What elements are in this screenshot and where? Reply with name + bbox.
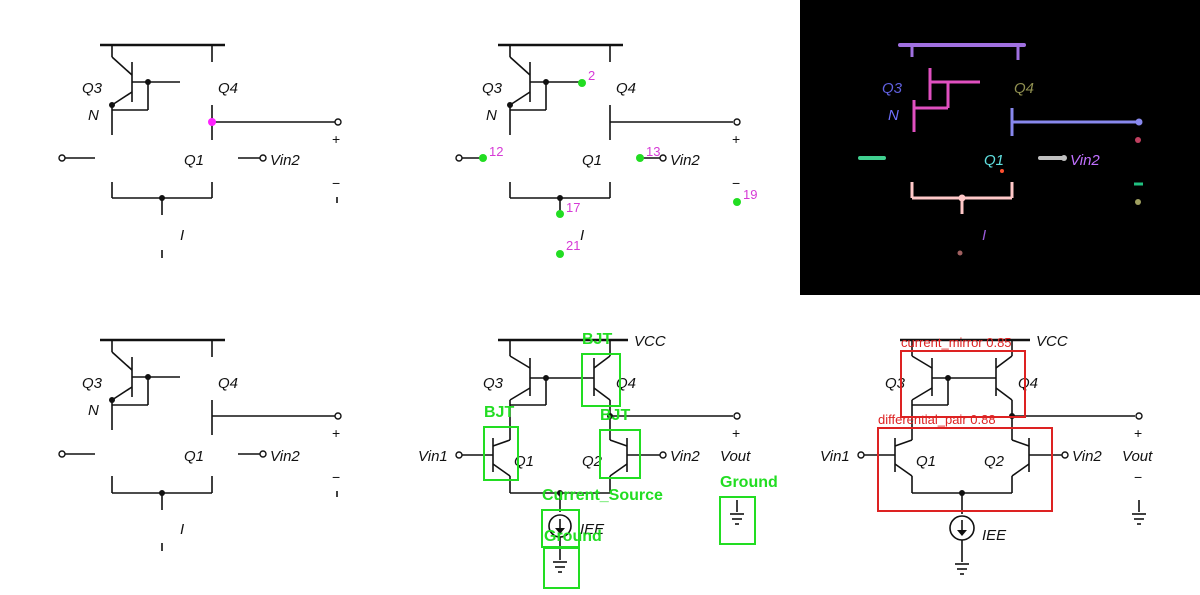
vin2-label: Vin2 — [1070, 152, 1100, 169]
q4-label: Q4 — [1018, 375, 1038, 392]
i-label: I — [180, 521, 184, 538]
plus-label: + — [1134, 425, 1142, 441]
panel-keypoints-top-middle: Q3 Q4 N Q1 Vin2 I + − 2 12 13 17 19 21 — [455, 43, 757, 258]
n-label: N — [88, 402, 99, 419]
q4-label: Q4 — [616, 375, 636, 392]
detection-label: BJT — [600, 407, 630, 424]
q4-label: Q4 — [218, 80, 238, 97]
vout-label: Vout — [720, 448, 751, 465]
detection-box-ground — [719, 496, 756, 545]
q4-label: Q4 — [1014, 80, 1034, 97]
q1-label: Q1 — [184, 448, 204, 465]
plus-label: + — [332, 425, 340, 441]
q3-label: Q3 — [82, 375, 103, 392]
keypoint-dot — [636, 154, 644, 162]
segmentation-background — [800, 0, 1200, 295]
detection-label: Ground — [544, 528, 602, 545]
i-label: I — [180, 227, 184, 244]
vin1-label: Vin1 — [418, 448, 448, 465]
minus-label: − — [332, 175, 340, 191]
detection-label: BJT — [484, 404, 514, 421]
vin2-label: Vin2 — [670, 152, 700, 169]
vin2-label: Vin2 — [1072, 448, 1102, 465]
plus-label: + — [732, 425, 740, 441]
keypoint-number: 13 — [646, 144, 660, 159]
detection-label: Ground — [720, 474, 778, 491]
keypoint-number: 12 — [489, 144, 503, 159]
vin2-label: Vin2 — [670, 448, 700, 465]
group-label: current_mirror 0.85 — [901, 335, 1012, 350]
minus-label: − — [732, 175, 740, 191]
n-label: N — [88, 107, 99, 124]
panel-partial-circuit-bottom-left: Q3 Q4 N Q1 Vin2 I + − — [58, 338, 342, 551]
panel-segmentation-top-right: Q3 Q4 N Q1 Vin2 I — [800, 0, 1200, 295]
panel-partial-circuit-top-left: Q3 Q4 N Q1 Vin2 I + − — [58, 43, 342, 258]
group-box-differential-pair — [877, 427, 1053, 512]
vin2-label: Vin2 — [270, 152, 300, 169]
q4-label: Q4 — [218, 375, 238, 392]
detection-label: BJT — [582, 331, 612, 348]
plus-label: + — [732, 131, 740, 147]
panel-component-detections: Q3 Q4 VCC Vin1 Q1 Q2 Vin2 Vout IEE + BJT… — [418, 331, 778, 589]
detection-box-ground — [543, 547, 580, 589]
q1-label: Q1 — [916, 453, 936, 470]
iee-label: IEE — [580, 521, 605, 538]
n-label: N — [486, 107, 497, 124]
keypoint-dot — [556, 250, 564, 258]
group-label: differential_pair 0.88 — [878, 412, 996, 427]
keypoint-number: 17 — [566, 200, 580, 215]
group-box-current-mirror — [900, 350, 1026, 418]
keypoint-dot — [578, 79, 586, 87]
q1-label: Q1 — [184, 152, 204, 169]
vin2-label: Vin2 — [270, 448, 300, 465]
vin1-label: Vin1 — [820, 448, 850, 465]
q1-label: Q1 — [582, 152, 602, 169]
q3-label: Q3 — [483, 375, 504, 392]
keypoint-number: 19 — [743, 187, 757, 202]
q1-label: Q1 — [514, 453, 534, 470]
q1-label: Q1 — [984, 152, 1004, 169]
i-label: I — [982, 227, 986, 244]
detection-box-bjt — [599, 429, 641, 479]
n-label: N — [888, 107, 899, 124]
vcc-label: VCC — [1036, 333, 1068, 350]
detection-label: Current_Source — [542, 487, 663, 504]
highlighted-node — [208, 118, 216, 126]
plus-label: + — [332, 131, 340, 147]
detection-box-bjt — [581, 353, 621, 407]
vout-label: Vout — [1122, 448, 1153, 465]
q3-label: Q3 — [885, 375, 906, 392]
keypoint-number: 2 — [588, 68, 595, 83]
keypoint-dot — [733, 198, 741, 206]
vcc-label: VCC — [634, 333, 666, 350]
minus-label: − — [332, 469, 340, 485]
keypoint-number: 21 — [566, 238, 580, 253]
q2-label: Q2 — [984, 453, 1005, 470]
keypoint-dot — [479, 154, 487, 162]
minus-label: − — [1134, 469, 1142, 485]
panel-subcircuit-groups: Q3 Q4 VCC Vin1 Q1 Q2 Vin2 Vout IEE + − c… — [820, 333, 1153, 575]
q3-label: Q3 — [482, 80, 503, 97]
q4-label: Q4 — [616, 80, 636, 97]
q2-label: Q2 — [582, 453, 603, 470]
q3-label: Q3 — [882, 80, 903, 97]
detection-box-bjt — [483, 426, 519, 481]
iee-label: IEE — [982, 527, 1007, 544]
i-label: I — [580, 227, 584, 244]
q3-label: Q3 — [82, 80, 103, 97]
keypoint-dot — [556, 210, 564, 218]
